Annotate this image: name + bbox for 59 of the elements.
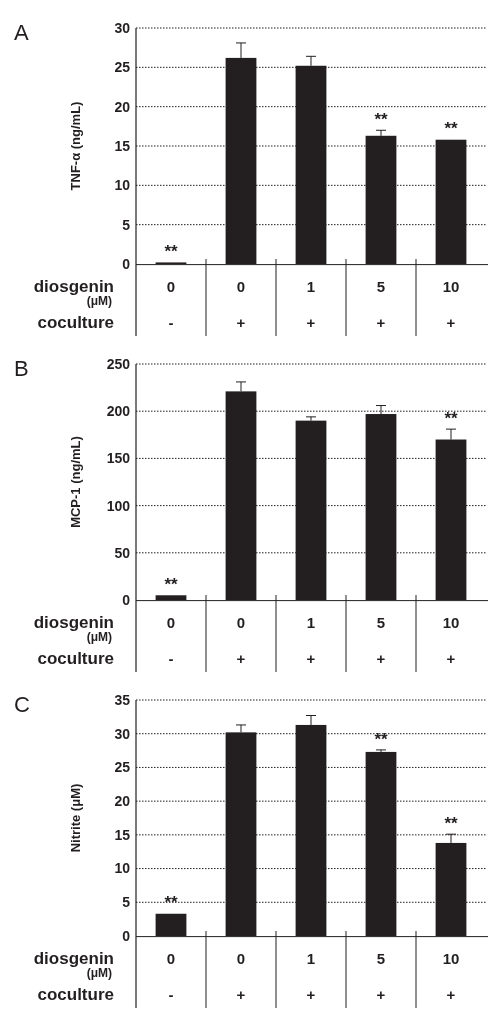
annotation: ** (444, 409, 458, 429)
category-label: 0 - (166, 614, 176, 667)
category-label: 0 + (236, 614, 246, 667)
y-tick-label: 20 (114, 793, 131, 810)
annotation: ** (374, 110, 388, 130)
annotation: ** (164, 242, 178, 262)
annotation: ** (374, 729, 388, 749)
annotation: ** (444, 814, 458, 834)
category-label: 10 + (442, 614, 460, 667)
y-tick-label: 5 (122, 894, 131, 911)
y-axis-title: MCP-1 (ng/mL) (68, 436, 83, 528)
category-label: 0 + (236, 950, 246, 1003)
text: (μM) (86, 294, 112, 308)
y-tick-label: 30 (114, 725, 131, 742)
y-axis-title: TNF-α (ng/mL) (68, 101, 83, 191)
text: diosgenin (33, 949, 114, 968)
category-label: 1 + (306, 614, 316, 667)
annotation: ** (444, 118, 458, 138)
y-tick-label: 150 (106, 450, 131, 467)
y-tick-label: 15 (114, 826, 131, 843)
y-tick-label: 200 (106, 403, 131, 420)
y-tick-label: 20 (114, 98, 131, 115)
category-label: 0 + (236, 278, 246, 331)
category-label: 5 + (376, 950, 386, 1003)
text: diosgenin (33, 613, 114, 632)
y-tick-label: 5 (122, 216, 131, 233)
y-axis-title: Nitrite (μM) (68, 783, 83, 853)
chart-title: B (14, 356, 29, 381)
y-tick-label: 15 (114, 137, 131, 154)
y-tick-label: 0 (122, 591, 131, 608)
category-label: 10 + (442, 950, 460, 1003)
category-label: 10 + (442, 278, 460, 331)
y-tick-label: 50 (114, 544, 131, 561)
y-tick-label: 10 (114, 177, 131, 194)
category-label: 1 + (306, 278, 316, 331)
annotation: ** (164, 575, 178, 595)
y-tick-label: 0 (122, 927, 131, 944)
chart-title: A (14, 20, 29, 45)
chart-title: C (14, 692, 30, 717)
annotation: ** (164, 893, 178, 913)
category-label: 5 + (376, 278, 386, 331)
y-tick-label: 100 (106, 497, 131, 514)
text: coculture (37, 985, 114, 1004)
text: (μM) (86, 966, 112, 980)
y-tick-label: 0 (122, 255, 131, 272)
y-tick-label: 10 (114, 860, 131, 877)
category-label: 0 - (166, 950, 176, 1003)
text: diosgenin (33, 277, 114, 296)
category-label: 0 - (166, 278, 176, 331)
y-tick-label: 25 (114, 759, 131, 776)
y-tick-label: 250 (106, 355, 131, 372)
category-label: 5 + (376, 614, 386, 667)
y-tick-label: 30 (114, 19, 131, 36)
text: (μM) (86, 630, 112, 644)
y-tick-label: 25 (114, 59, 131, 76)
text: coculture (37, 313, 114, 332)
text: coculture (37, 649, 114, 668)
y-tick-label: 35 (114, 691, 131, 708)
category-label: 1 + (306, 950, 316, 1003)
